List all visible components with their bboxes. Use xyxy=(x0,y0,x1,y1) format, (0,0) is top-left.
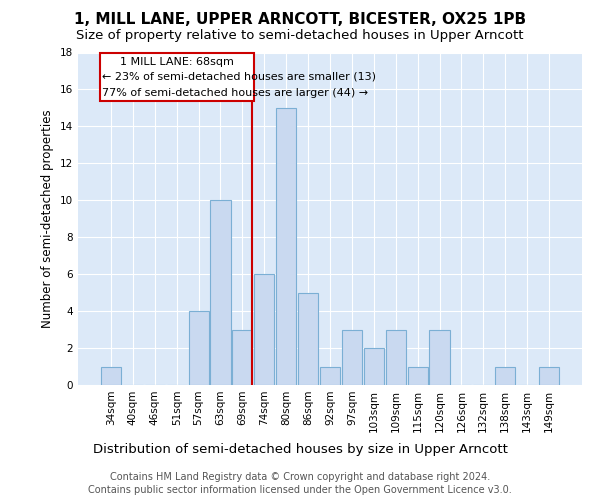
Text: Contains public sector information licensed under the Open Government Licence v3: Contains public sector information licen… xyxy=(88,485,512,495)
Bar xyxy=(320,366,340,385)
Bar xyxy=(276,108,296,385)
Y-axis label: Number of semi-detached properties: Number of semi-detached properties xyxy=(41,110,55,328)
Bar xyxy=(342,330,362,385)
Bar xyxy=(100,52,254,102)
Bar xyxy=(101,366,121,385)
Text: Distribution of semi-detached houses by size in Upper Arncott: Distribution of semi-detached houses by … xyxy=(92,442,508,456)
Text: ← 23% of semi-detached houses are smaller (13): ← 23% of semi-detached houses are smalle… xyxy=(102,72,376,82)
Bar xyxy=(188,311,209,385)
Text: 1 MILL LANE: 68sqm: 1 MILL LANE: 68sqm xyxy=(120,57,234,67)
Bar xyxy=(539,366,559,385)
Text: 1, MILL LANE, UPPER ARNCOTT, BICESTER, OX25 1PB: 1, MILL LANE, UPPER ARNCOTT, BICESTER, O… xyxy=(74,12,526,28)
Bar xyxy=(386,330,406,385)
Bar xyxy=(298,292,318,385)
Bar xyxy=(364,348,384,385)
Text: 77% of semi-detached houses are larger (44) →: 77% of semi-detached houses are larger (… xyxy=(102,88,368,98)
Text: Size of property relative to semi-detached houses in Upper Arncott: Size of property relative to semi-detach… xyxy=(76,29,524,42)
Bar xyxy=(407,366,428,385)
Bar xyxy=(495,366,515,385)
Text: Contains HM Land Registry data © Crown copyright and database right 2024.: Contains HM Land Registry data © Crown c… xyxy=(110,472,490,482)
Bar xyxy=(232,330,253,385)
Bar xyxy=(254,274,274,385)
Bar xyxy=(211,200,230,385)
Bar xyxy=(430,330,449,385)
